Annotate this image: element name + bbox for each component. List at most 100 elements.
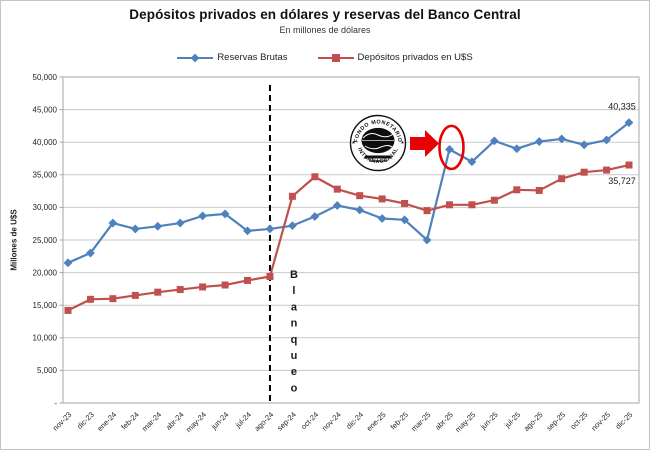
data-point (603, 166, 611, 174)
y-tick-label: 40,000 (33, 138, 58, 147)
legend-item-reservas: Reservas Brutas (177, 52, 288, 63)
data-point (558, 175, 566, 183)
svg-text:*: * (401, 141, 404, 148)
data-point (332, 201, 342, 210)
x-tick-label: ago-25 (522, 410, 545, 433)
data-point (422, 235, 432, 245)
svg-text:B: B (290, 269, 298, 281)
svg-text:q: q (291, 334, 298, 346)
series-depositos (64, 161, 633, 314)
x-tick-label: may-25 (453, 410, 477, 434)
x-tick-label: sep-24 (275, 410, 298, 433)
y-tick-label: 35,000 (33, 171, 58, 180)
legend: Reservas Brutas Depósitos privados en U$… (1, 52, 649, 63)
x-tick-label: abr-25 (433, 410, 455, 432)
x-tick-label: jul-25 (502, 410, 522, 430)
svg-text:u: u (291, 350, 298, 362)
data-point (63, 258, 73, 268)
svg-text:e: e (291, 366, 297, 378)
data-point (266, 273, 274, 281)
data-point (580, 168, 588, 176)
data-point (311, 173, 319, 181)
data-point (288, 192, 296, 200)
data-point (244, 276, 252, 284)
data-point (131, 291, 139, 299)
x-tick-label: nov-24 (320, 410, 343, 433)
x-tick-label: jun-24 (209, 410, 231, 432)
data-point (445, 144, 454, 154)
x-axis-labels: nov-23 dic-23 ene-24 feb-24 mar-24 abr-24may-… (51, 410, 635, 434)
svg-text:n: n (291, 318, 298, 330)
data-point (175, 218, 185, 228)
data-point (377, 214, 387, 223)
data-point (468, 201, 476, 209)
data-point (355, 205, 365, 215)
axes: - 5,000 10,000 15,000 20,000 25,000 30,000 35,0… (33, 73, 63, 408)
x-tick-label: sep-25 (545, 410, 568, 433)
x-tick-label: feb-24 (119, 410, 140, 431)
data-point (489, 136, 499, 146)
x-tick-label: ago-24 (252, 410, 275, 433)
highlight-ellipse (438, 124, 465, 171)
legend-item-depositos: Depósitos privados en U$S (317, 52, 473, 63)
data-point (333, 185, 341, 193)
x-tick-label: nov-25 (589, 410, 612, 433)
y-tick-label: 25,000 (33, 236, 58, 245)
y-tick-label: 30,000 (33, 203, 58, 212)
data-point (86, 248, 95, 258)
x-tick-label: mar-25 (409, 410, 432, 433)
data-point (243, 226, 252, 236)
data-point (109, 295, 117, 303)
x-tick-label: ene-24 (95, 410, 118, 433)
data-point (310, 212, 320, 221)
svg-text:l: l (292, 285, 295, 297)
x-tick-label: jul-24 (233, 410, 253, 430)
data-point (130, 224, 140, 234)
data-point (108, 218, 118, 228)
chart-header: Depósitos privados en dólares y reservas… (1, 7, 649, 35)
x-tick-label: oct-25 (568, 410, 589, 431)
data-point (400, 215, 409, 225)
data-point (557, 134, 567, 144)
y-tick-label: 10,000 (33, 334, 58, 343)
data-point (401, 199, 409, 207)
x-tick-label: jun-25 (478, 410, 500, 432)
svg-text:*: * (352, 141, 355, 148)
end-value-label: 35,727 (608, 176, 636, 186)
y-tick-label: 5,000 (37, 366, 58, 375)
chart-subtitle: En millones de dólares (279, 25, 371, 35)
data-point (198, 211, 208, 221)
x-tick-label: abr-24 (164, 410, 186, 432)
x-tick-label: may-24 (184, 410, 208, 434)
data-point (625, 161, 633, 169)
data-point (467, 157, 477, 167)
y-tick-label: 50,000 (33, 73, 58, 82)
x-tick-label: nov-23 (51, 410, 74, 433)
data-point (534, 137, 544, 146)
gridlines (63, 76, 639, 371)
data-point (265, 224, 275, 234)
data-point (513, 186, 521, 194)
y-tick-label: - (54, 399, 57, 408)
data-point (86, 295, 94, 303)
data-point (199, 283, 207, 291)
data-point (356, 192, 364, 200)
data-point (153, 221, 163, 231)
red-arrow-icon (410, 130, 439, 157)
data-point (221, 281, 229, 289)
imf-seal: FONDO MONETARIOINTERNACIONAL** (349, 114, 407, 172)
x-tick-label: dic-25 (614, 410, 635, 431)
x-tick-label: dic-23 (75, 410, 96, 431)
data-point (220, 209, 230, 219)
svg-text:a: a (291, 301, 298, 313)
data-point (602, 135, 611, 145)
x-tick-label: mar-24 (140, 410, 163, 433)
x-tick-label: feb-25 (389, 410, 410, 431)
y-tick-label: 15,000 (33, 301, 58, 310)
data-point (579, 140, 589, 150)
end-value-label: 40,335 (608, 102, 636, 112)
data-point (154, 288, 162, 296)
